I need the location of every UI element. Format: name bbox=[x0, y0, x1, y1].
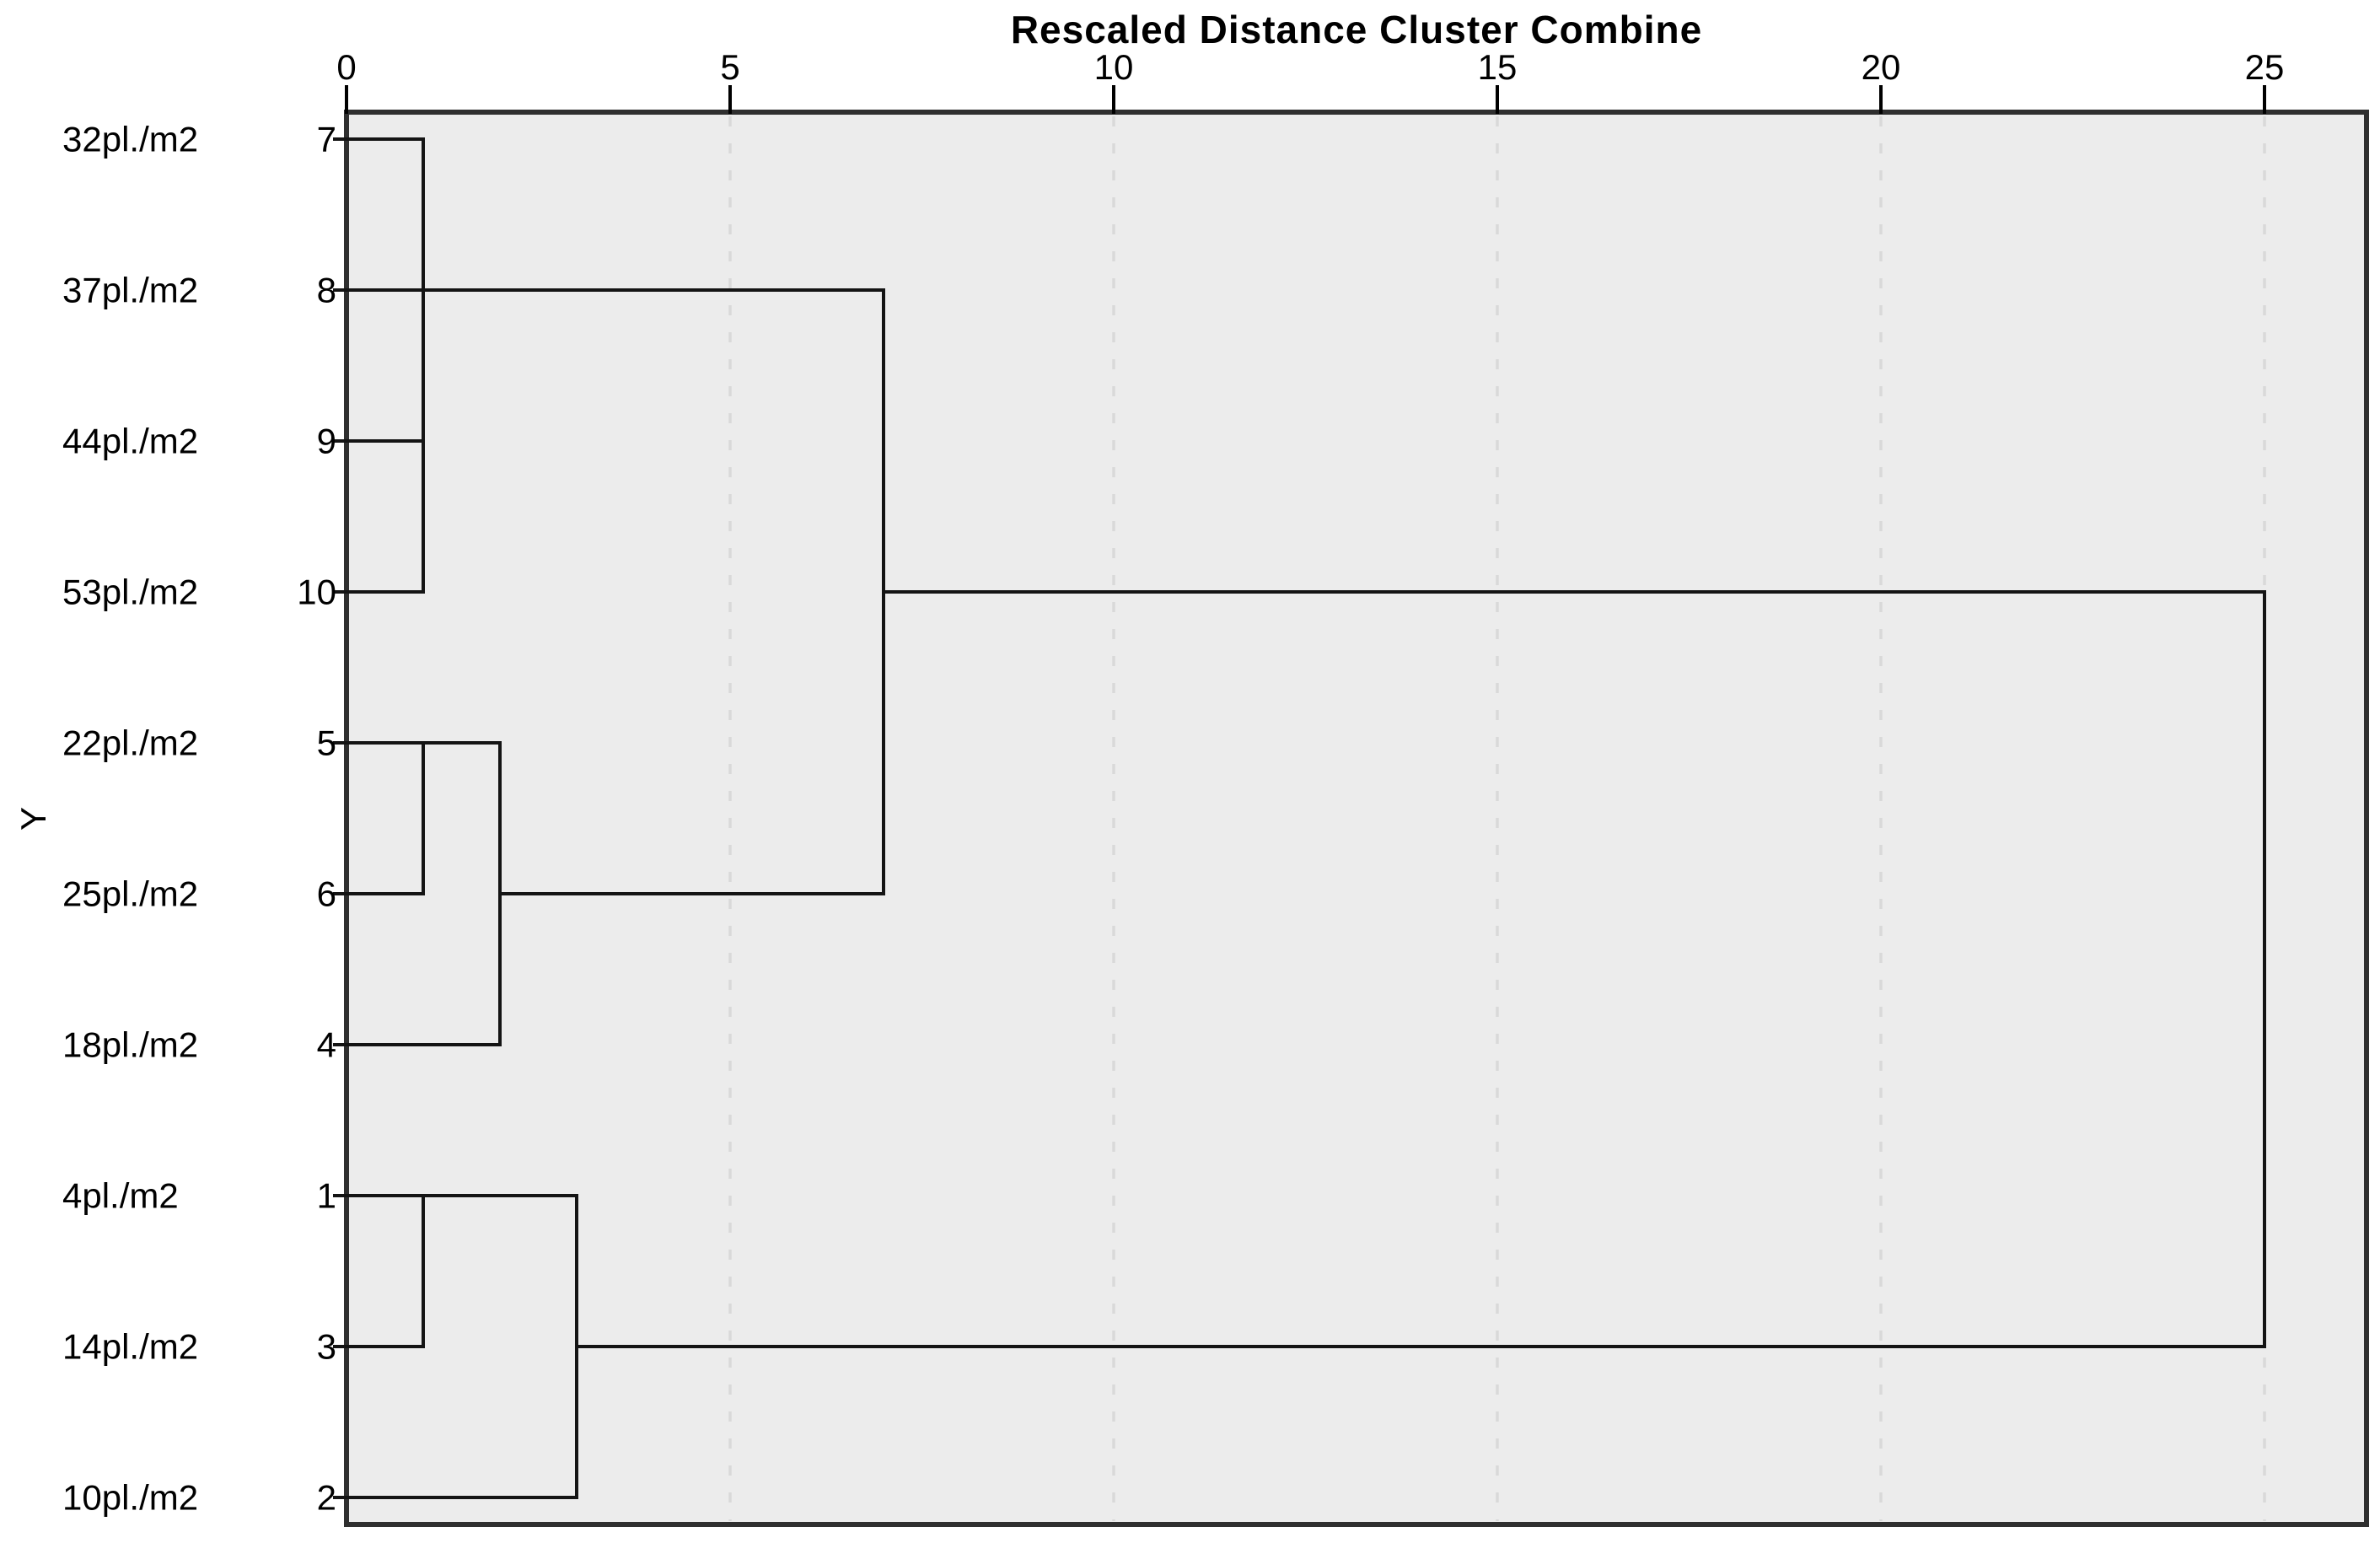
leaf-label: 53pl./m2 bbox=[62, 573, 198, 612]
leaf-case-number: 9 bbox=[317, 422, 336, 461]
x-tick-label: 25 bbox=[2245, 47, 2285, 87]
leaf-case-number: 6 bbox=[317, 874, 336, 914]
leaf-case-number: 10 bbox=[297, 573, 336, 612]
leaf-case-number: 1 bbox=[317, 1176, 336, 1216]
x-tick-label: 0 bbox=[336, 47, 356, 87]
leaf-label: 25pl./m2 bbox=[62, 874, 198, 914]
leaf-label: 14pl./m2 bbox=[62, 1327, 198, 1367]
leaf-label: 18pl./m2 bbox=[62, 1025, 198, 1065]
x-tick-label: 20 bbox=[1862, 47, 1901, 87]
chart-title: Rescaled Distance Cluster Combine bbox=[1010, 8, 1703, 51]
x-tick-label: 10 bbox=[1094, 47, 1134, 87]
leaf-label: 22pl./m2 bbox=[62, 723, 198, 763]
leaf-case-number: 4 bbox=[317, 1025, 336, 1065]
leaf-label: 44pl./m2 bbox=[62, 422, 198, 461]
x-tick-label: 5 bbox=[720, 47, 739, 87]
leaf-label: 32pl./m2 bbox=[62, 120, 198, 159]
leaf-case-number: 5 bbox=[317, 723, 336, 763]
x-tick-label: 15 bbox=[1478, 47, 1518, 87]
leaf-label: 4pl./m2 bbox=[62, 1176, 179, 1216]
leaf-case-number: 3 bbox=[317, 1327, 336, 1367]
leaf-label: 10pl./m2 bbox=[62, 1478, 198, 1518]
leaf-case-number: 7 bbox=[317, 120, 336, 159]
leaf-case-number: 2 bbox=[317, 1478, 336, 1518]
leaf-label: 37pl./m2 bbox=[62, 271, 198, 310]
plot-frame bbox=[344, 110, 2369, 1527]
leaf-case-number: 8 bbox=[317, 271, 336, 310]
